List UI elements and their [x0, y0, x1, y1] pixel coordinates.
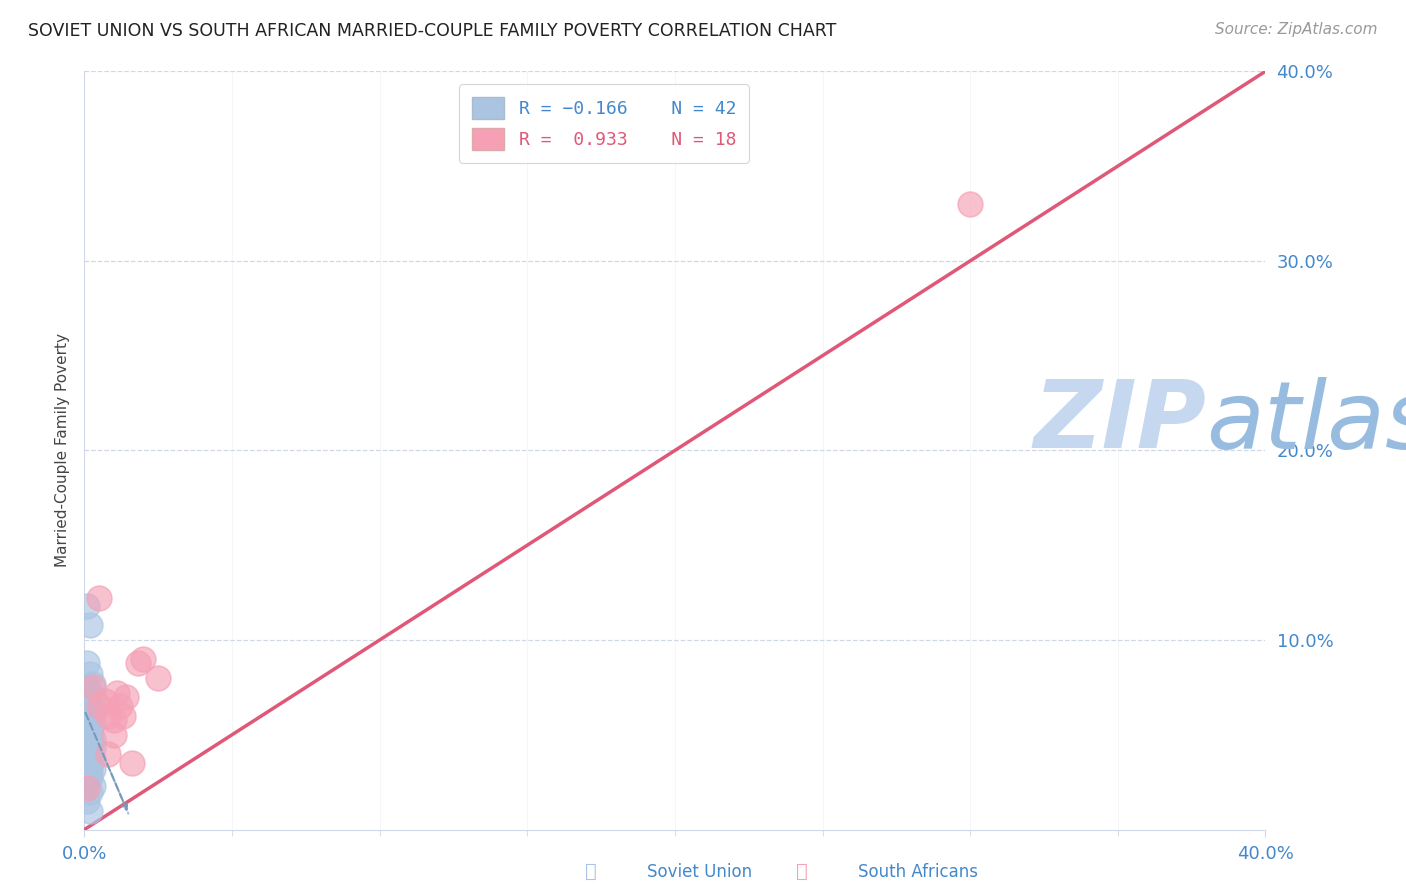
Point: [79, 699, 101, 714]
Point: [132, 652, 155, 666]
Point: [87, 699, 111, 714]
Text: Source: ZipAtlas.com: Source: ZipAtlas.com: [1215, 22, 1378, 37]
Point: [148, 671, 170, 685]
Point: [76, 735, 98, 749]
Point: [82, 681, 104, 695]
Point: [82, 676, 104, 690]
Point: [76, 780, 98, 795]
Point: [82, 779, 104, 793]
Point: [79, 722, 101, 736]
Text: atlas: atlas: [1206, 376, 1406, 467]
Point: [79, 686, 101, 700]
Point: [94, 694, 117, 708]
Point: [82, 716, 104, 731]
Point: [76, 748, 98, 763]
Point: [111, 708, 134, 723]
Point: [82, 762, 104, 776]
Text: South Africans: South Africans: [858, 863, 977, 881]
Point: [76, 743, 98, 757]
Point: [79, 760, 101, 774]
Point: [82, 741, 104, 756]
Point: [79, 804, 101, 818]
Y-axis label: Married-Couple Family Poverty: Married-Couple Family Poverty: [55, 334, 70, 567]
Text: SOVIET UNION VS SOUTH AFRICAN MARRIED-COUPLE FAMILY POVERTY CORRELATION CHART: SOVIET UNION VS SOUTH AFRICAN MARRIED-CO…: [28, 22, 837, 40]
Point: [76, 775, 98, 789]
Point: [79, 706, 101, 721]
Point: [103, 713, 125, 727]
Point: [79, 785, 101, 799]
Point: [76, 756, 98, 771]
Point: [103, 728, 125, 742]
Point: [82, 703, 104, 717]
Text: ⬜: ⬜: [796, 863, 807, 881]
Point: [959, 197, 981, 211]
Point: [76, 718, 98, 732]
Point: [76, 694, 98, 708]
Point: [76, 708, 98, 723]
Point: [76, 769, 98, 784]
Point: [76, 599, 98, 613]
Point: [108, 699, 131, 714]
Point: [87, 591, 111, 606]
Point: [76, 728, 98, 742]
Point: [105, 686, 128, 700]
Point: [79, 739, 101, 753]
Point: [79, 667, 101, 681]
Point: [114, 690, 136, 704]
Point: [97, 708, 120, 723]
Text: ZIP: ZIP: [1033, 376, 1206, 468]
Legend: R = −0.166    N = 42, R =  0.933    N = 18: R = −0.166 N = 42, R = 0.933 N = 18: [460, 84, 749, 162]
Point: [82, 752, 104, 766]
Point: [79, 747, 101, 761]
Point: [79, 733, 101, 747]
Point: [79, 765, 101, 780]
Point: [76, 724, 98, 739]
Point: [127, 656, 149, 670]
Point: [79, 755, 101, 769]
Point: [76, 656, 98, 670]
Point: [79, 772, 101, 786]
Point: [76, 794, 98, 808]
Point: [79, 726, 101, 740]
Point: [82, 731, 104, 746]
Point: [76, 681, 98, 695]
Text: ⬜: ⬜: [585, 863, 596, 881]
Point: [79, 713, 101, 727]
Point: [79, 618, 101, 632]
Point: [121, 756, 143, 771]
Point: [82, 690, 104, 704]
Point: [76, 764, 98, 778]
Point: [97, 747, 120, 761]
Text: Soviet Union: Soviet Union: [647, 863, 752, 881]
